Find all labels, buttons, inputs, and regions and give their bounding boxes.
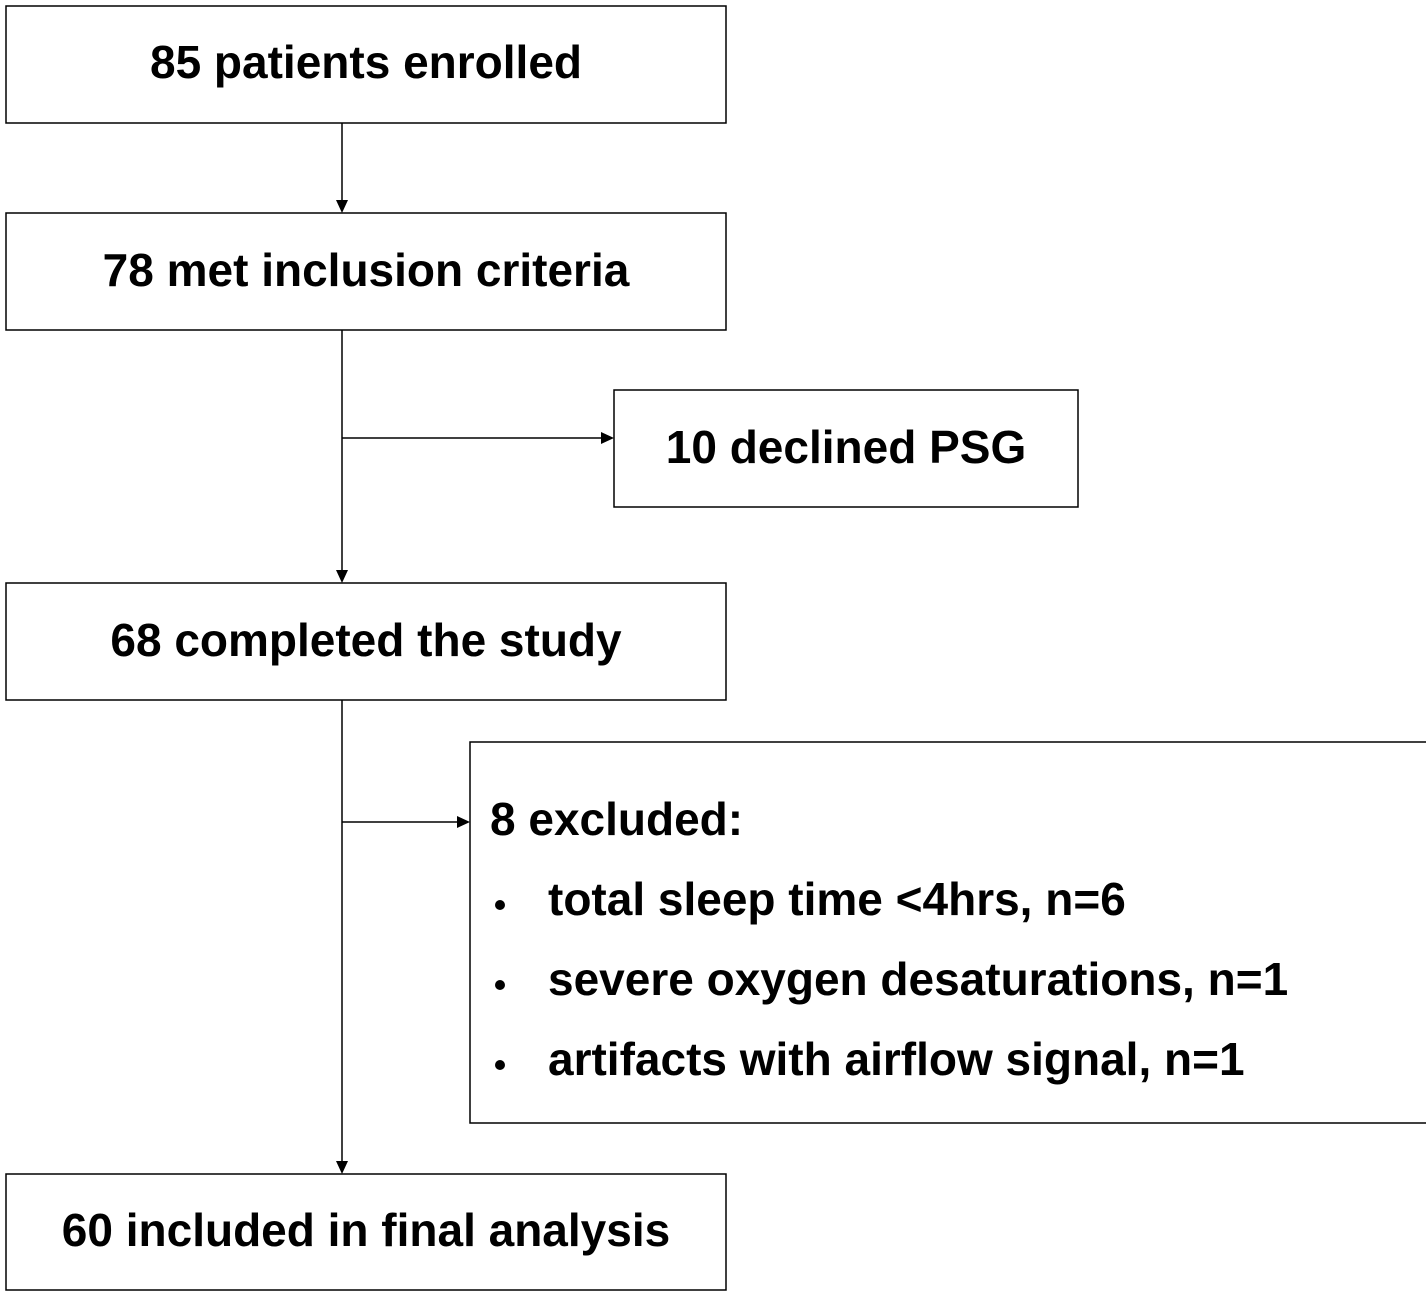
bullet [495, 980, 505, 990]
list-item: total sleep time <4hrs, n=6 [548, 873, 1126, 925]
arrowhead [601, 432, 614, 444]
arrowhead [336, 200, 348, 213]
arrowhead [457, 816, 470, 828]
box-label: 8 excluded: [490, 793, 743, 845]
box [5, 5, 727, 124]
box-label: 10 declined PSG [666, 421, 1026, 473]
box [5, 212, 727, 331]
box-label: 85 patients enrolled [150, 36, 582, 88]
arrowhead [336, 1161, 348, 1174]
box [5, 1173, 727, 1291]
box [469, 741, 1426, 1124]
box [613, 389, 1079, 508]
list-item: artifacts with airflow signal, n=1 [548, 1033, 1245, 1085]
box [5, 582, 727, 701]
box-label: 60 included in final analysis [62, 1204, 670, 1256]
list-item: severe oxygen desaturations, n=1 [548, 953, 1288, 1005]
arrowhead [336, 570, 348, 583]
bullet [495, 1060, 505, 1070]
bullet [495, 900, 505, 910]
box-label: 78 met inclusion criteria [103, 244, 630, 296]
box-label: 68 completed the study [110, 614, 622, 666]
